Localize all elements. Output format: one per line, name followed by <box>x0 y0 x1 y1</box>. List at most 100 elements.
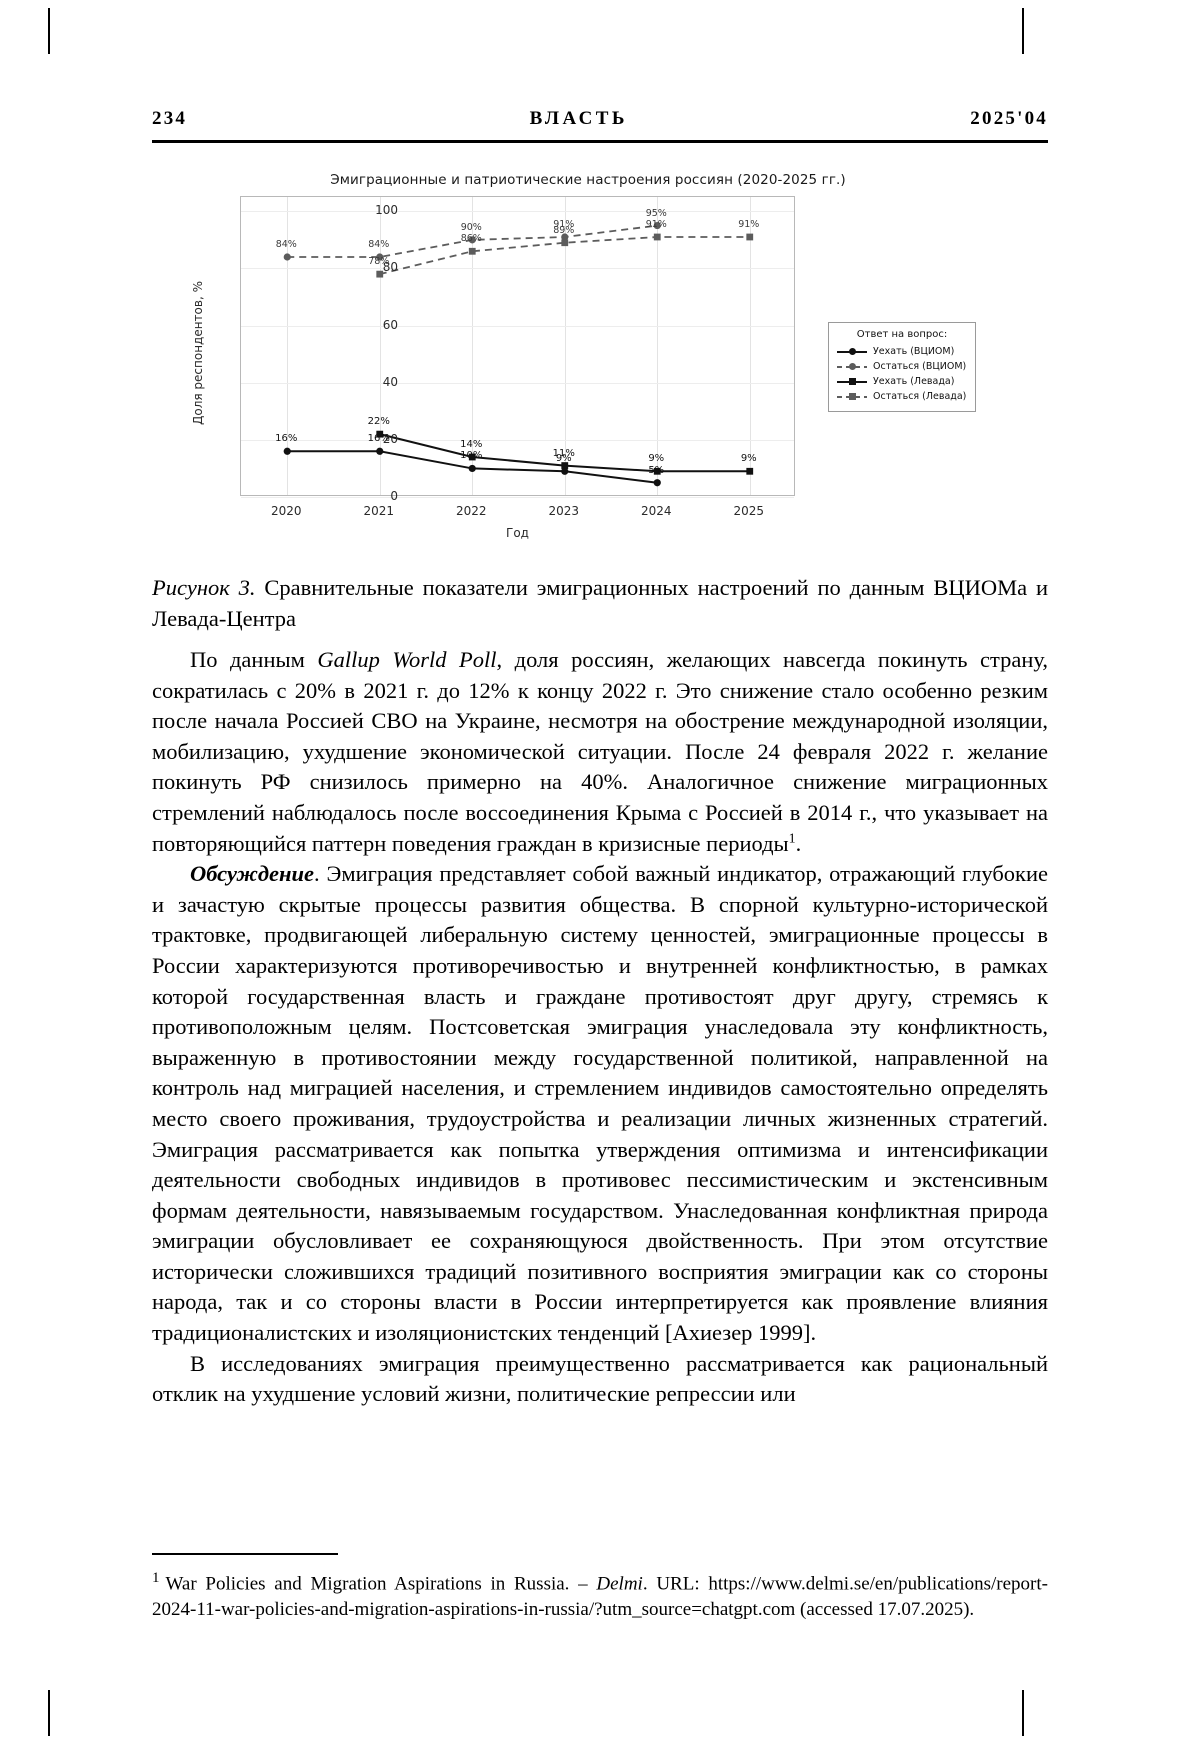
legend-key-icon <box>837 391 867 403</box>
legend-item-label: Уехать (ВЦИОМ) <box>873 346 955 357</box>
page-number: 234 <box>152 108 188 129</box>
series-marker <box>376 447 384 455</box>
legend-item-label: Уехать (Левада) <box>873 376 955 387</box>
y-axis-tick: 20 <box>382 431 398 446</box>
series-marker <box>653 467 661 475</box>
body-text: По данным Gallup World Poll, доля россия… <box>152 645 1048 1410</box>
series-marker <box>468 464 476 473</box>
data-point-label: 89% <box>553 224 575 236</box>
grid-line-vertical <box>657 197 659 495</box>
journal-name: ВЛАСТЬ <box>529 108 628 129</box>
series-marker <box>561 239 569 247</box>
figure-caption-text: Сравнительные показатели эмиграционных н… <box>152 575 1048 631</box>
series-marker <box>653 221 661 230</box>
data-point-label: 10% <box>460 450 483 462</box>
data-point-label: 84% <box>275 239 297 250</box>
grid-line-horizontal <box>241 382 794 384</box>
series-marker <box>468 247 476 255</box>
legend-item[interactable]: Остаться (Левада) <box>837 389 967 404</box>
data-point-label: 91% <box>738 219 760 230</box>
data-point-label: 22% <box>367 416 390 428</box>
series-marker <box>561 467 569 475</box>
chart-plot-area <box>240 196 795 498</box>
y-axis-tick: 0 <box>390 489 398 503</box>
data-point-label: 16% <box>275 433 298 445</box>
chart-legend: Ответ на вопрос: Уехать (ВЦИОМ) Остаться … <box>828 322 976 412</box>
x-axis-tick: 2023 <box>548 504 580 518</box>
data-point-label: 78% <box>368 256 390 268</box>
data-point-label: 14% <box>460 439 483 450</box>
grid-line-vertical <box>379 197 381 495</box>
series-marker <box>468 453 476 461</box>
legend-item[interactable]: Уехать (Левада) <box>837 374 967 389</box>
y-axis-label: Доля респондентов, % <box>191 281 205 426</box>
p2-text: . Эмиграция представляет собой важный ин… <box>152 861 1048 1346</box>
issue-number: 2025'04 <box>970 108 1048 129</box>
footnote-marker-1: 1 <box>788 831 796 847</box>
legend-title: Ответ на вопрос: <box>856 329 948 340</box>
x-axis-tick: 2020 <box>270 504 302 518</box>
crop-mark-top-left <box>48 8 50 54</box>
paragraph-3: В исследованиях эмиграция преимущественн… <box>152 1350 1048 1407</box>
legend-item-label: Остаться (ВЦИОМ) <box>873 361 967 372</box>
x-axis-tick: 2021 <box>363 504 395 518</box>
x-axis-tick: 2024 <box>640 504 672 518</box>
crop-mark-top-right <box>1022 8 1024 54</box>
data-point-label: 86% <box>460 233 482 245</box>
data-point-label: 5% <box>648 464 665 476</box>
p1-end: . <box>795 830 802 856</box>
data-point-label: 90% <box>460 221 482 233</box>
data-point-label: 91% <box>553 219 575 230</box>
chart-series-layer <box>283 221 754 487</box>
grid-line-vertical <box>749 197 751 495</box>
legend-key-icon <box>837 346 867 358</box>
series-marker <box>283 253 291 261</box>
data-point-label: 95% <box>645 207 667 219</box>
x-axis-tick: 2022 <box>455 504 487 518</box>
p2-lead-term: Обсуждение <box>190 861 315 887</box>
data-point-label: 84% <box>368 239 390 250</box>
series-marker <box>376 253 384 261</box>
series-marker <box>746 233 754 241</box>
figure-3: Эмиграционные и патриотические настроени… <box>150 158 1050 568</box>
crop-mark-bottom-right <box>1022 1690 1024 1736</box>
series-marker <box>283 447 291 455</box>
grid-line-horizontal <box>241 268 794 270</box>
x-axis-tick: 2025 <box>733 504 765 518</box>
paragraph-1: По данным Gallup World Poll, доля россия… <box>152 645 1048 859</box>
data-point-label: 9% <box>648 453 665 465</box>
x-axis-label: Год <box>506 526 529 540</box>
y-axis-tick: 80 <box>382 260 398 275</box>
legend-key-icon <box>837 361 867 373</box>
series-marker <box>561 462 569 469</box>
p1-source-italic: Gallup World Poll <box>317 647 497 672</box>
series-marker <box>376 270 384 278</box>
data-point-label: 9% <box>740 453 757 465</box>
y-axis-tick: 40 <box>382 374 398 389</box>
legend-item-label: Остаться (Левада) <box>873 391 967 402</box>
series-line <box>379 236 750 276</box>
y-axis-tick: 100 <box>375 203 398 218</box>
data-point-label: 16% <box>367 433 390 445</box>
crop-mark-bottom-left <box>48 1690 50 1736</box>
grid-line-horizontal <box>241 211 794 213</box>
p1-rest: , доля россиян, желающих навсегда покину… <box>152 647 1048 856</box>
grid-line-horizontal <box>241 439 794 441</box>
legend-item[interactable]: Остаться (ВЦИОМ) <box>837 359 967 374</box>
footnote-1: 1 War Policies and Migration Aspirations … <box>152 1565 1048 1623</box>
data-point-label: 91% <box>645 219 667 230</box>
grid-line-vertical <box>287 197 289 495</box>
paragraph-2: Обсуждение. Эмиграция представляет собой… <box>152 859 1048 1349</box>
data-point-label: 11% <box>552 447 575 459</box>
grid-line-horizontal <box>241 325 794 327</box>
footnote-text-b: . URL: https://www.delmi.se/en/publicati… <box>152 1573 1048 1621</box>
grid-line-vertical <box>472 197 474 495</box>
series-marker <box>376 430 384 438</box>
series-marker <box>746 467 754 475</box>
legend-item[interactable]: Уехать (ВЦИОМ) <box>837 344 967 359</box>
chart-title: Эмиграционные и патриотические настроени… <box>330 172 846 188</box>
legend-key-icon <box>837 376 867 388</box>
series-marker <box>653 233 661 241</box>
footnote-divider <box>152 1553 338 1555</box>
